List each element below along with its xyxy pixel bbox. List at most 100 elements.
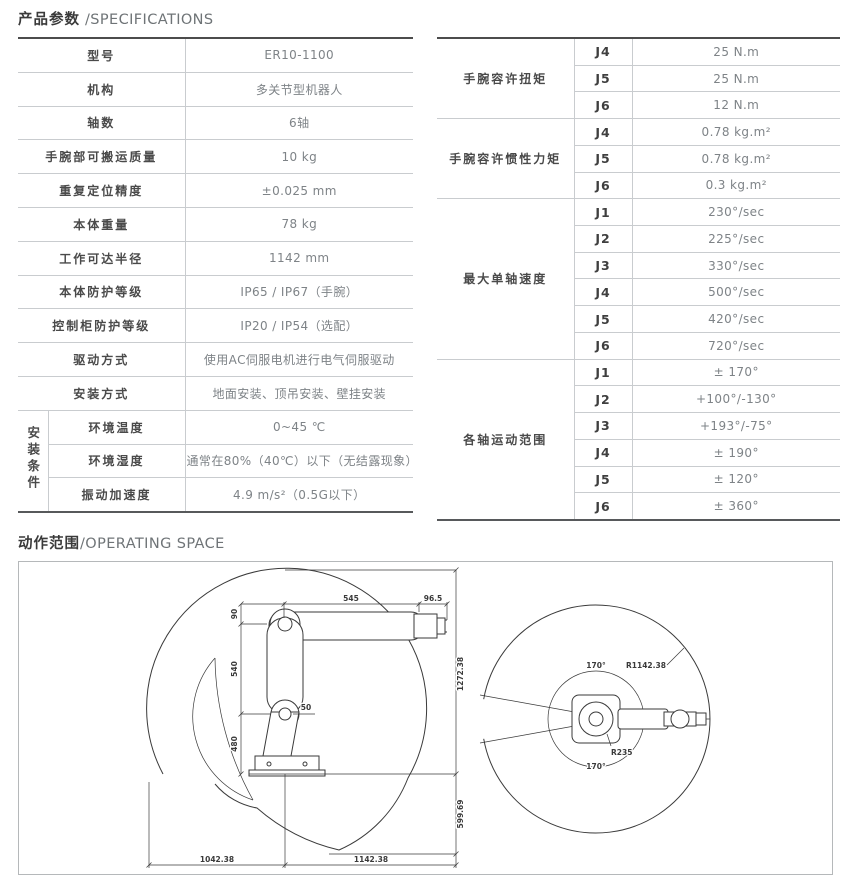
axis-value-cell: 420°/sec	[632, 305, 841, 333]
spec-label-cell: 工作可达半径	[18, 241, 186, 276]
axis-category-cell: 手腕容许扭矩	[437, 38, 575, 120]
table-row: 安装条件 环境温度 0~45 ℃	[18, 410, 414, 513]
top-view-labels: 170° R1142.38 R235 170°	[585, 647, 685, 772]
operating-title-en: /OPERATING SPACE	[80, 535, 225, 552]
top-view-wedge-line-upper	[479, 694, 581, 714]
table-row: J5 420°/sec	[437, 305, 841, 333]
axis-cell: J3	[574, 412, 633, 440]
dim-label-90: 90	[230, 609, 239, 619]
table-row: 型号 ER10-1100	[18, 38, 414, 73]
axis-value-cell: 25 N.m	[632, 38, 841, 66]
table-row: J5 0.78 kg.m²	[437, 145, 841, 173]
table-row: 最大单轴速度 J1 230°/sec	[437, 198, 841, 360]
specifications-section-title: 产品参数 /SPECIFICATIONS	[18, 10, 840, 30]
table-row: 手腕容许扭矩 J4 25 N.m	[437, 38, 841, 120]
axis-value-cell: 0.3 kg.m²	[632, 172, 841, 200]
table-row: J3 330°/sec	[437, 252, 841, 280]
table-row: J2 +100°/-130°	[437, 385, 841, 414]
axis-cell: J2	[574, 225, 633, 253]
table-row: J2 225°/sec	[437, 225, 841, 253]
dim-label-545: 545	[343, 594, 359, 603]
table-row: J6 12 N.m	[437, 91, 841, 120]
top-view-wedge-line-lower	[479, 724, 581, 744]
install-conditions-group-cell: 安装条件	[18, 410, 49, 513]
dim-label-96-5: 96.5	[424, 594, 443, 603]
operating-space-drawing: 545 96.5 90 540 480 50 1272.38 599.69 10…	[146, 567, 711, 868]
radius-label-outer: R1142.38	[626, 661, 666, 670]
spec-label-cell: 本体防护等级	[18, 275, 186, 310]
robot-top-view	[571, 694, 707, 744]
table-row: 环境湿度 通常在80%（40℃）以下（无结露现象）	[18, 444, 414, 479]
spec-value-cell: 4.9 m/s²（0.5G以下）	[185, 477, 414, 513]
axis-cell: J6	[574, 492, 633, 521]
table-row: 振动加速度 4.9 m/s²（0.5G以下）	[18, 477, 414, 513]
operating-space-section-title: 动作范围/OPERATING SPACE	[18, 534, 840, 554]
axis-cell: J3	[574, 252, 633, 280]
angle-label-top: 170°	[586, 661, 606, 670]
specifications-title-en: /SPECIFICATIONS	[80, 12, 214, 28]
table-row: 各轴运动范围 J1 ± 170°	[437, 359, 841, 521]
spec-value-cell: IP20 / IP54（选配）	[185, 308, 414, 344]
dim-label-1042-38: 1042.38	[200, 855, 234, 864]
table-row: 手腕容许惯性力矩 J4 0.78 kg.m²	[437, 118, 841, 200]
dim-label-599-69: 599.69	[456, 799, 465, 828]
axis-value-cell: 230°/sec	[632, 198, 841, 227]
spec-value-cell: 地面安装、顶吊安装、壁挂安装	[185, 376, 414, 411]
axis-category-cell: 各轴运动范围	[437, 359, 575, 521]
axis-cell: J4	[574, 278, 633, 307]
spec-label-cell: 机构	[18, 72, 186, 107]
table-row: J6 0.3 kg.m²	[437, 172, 841, 200]
specifications-title-zh: 产品参数	[18, 12, 80, 28]
side-view: 545 96.5 90 540 480 50 1272.38 599.69 10…	[146, 567, 466, 868]
spec-value-cell: ER10-1100	[185, 38, 414, 73]
axis-specs-table: 手腕容许扭矩 J4 25 N.m J5 25 N.m J6 12 N.m 手腕容…	[437, 37, 841, 521]
axis-value-cell: 330°/sec	[632, 252, 841, 280]
spec-label-cell: 型号	[18, 38, 186, 73]
install-conditions-vertical-label: 安装条件	[25, 426, 41, 493]
table-row: 本体重量 78 kg	[18, 207, 414, 242]
axis-value-cell: 720°/sec	[632, 332, 841, 360]
spec-value-cell: IP65 / IP67（手腕）	[185, 275, 414, 310]
spec-label-cell: 重复定位精度	[18, 173, 186, 208]
table-row: 驱动方式 使用AC伺服电机进行电气伺服驱动	[18, 342, 414, 377]
spec-label-cell: 本体重量	[18, 207, 186, 242]
axis-cell: J4	[574, 38, 633, 66]
dim-label-50: 50	[301, 703, 311, 712]
axis-cell: J5	[574, 305, 633, 333]
axis-cell: J6	[574, 172, 633, 200]
radius-label-inner: R235	[611, 748, 632, 757]
axis-cell: J5	[574, 466, 633, 494]
axis-value-cell: ± 170°	[632, 359, 841, 387]
robot-side-view	[248, 608, 447, 777]
spec-label-cell: 轴数	[18, 106, 186, 141]
axis-value-cell: 25 N.m	[632, 65, 841, 93]
dim-label-1142-38: 1142.38	[354, 855, 388, 864]
spec-label-cell: 驱动方式	[18, 342, 186, 377]
top-view: 170° R1142.38 R235 170°	[479, 604, 711, 834]
spec-value-cell: 6轴	[185, 106, 414, 141]
table-row: J5 25 N.m	[437, 65, 841, 93]
axis-value-cell: 500°/sec	[632, 278, 841, 307]
spec-label-cell: 环境湿度	[48, 444, 186, 479]
table-row: J6 720°/sec	[437, 332, 841, 360]
axis-value-cell: ± 190°	[632, 439, 841, 467]
axis-cell: J5	[574, 145, 633, 173]
dim-label-480: 480	[230, 736, 239, 752]
axis-value-cell: ± 360°	[632, 492, 841, 521]
table-row: 机构 多关节型机器人	[18, 72, 414, 107]
axis-cell: J4	[574, 439, 633, 467]
axis-value-cell: ± 120°	[632, 466, 841, 494]
axis-value-cell: +193°/-75°	[632, 412, 841, 440]
operating-space-panel: 545 96.5 90 540 480 50 1272.38 599.69 10…	[18, 560, 833, 875]
spec-value-cell: ±0.025 mm	[185, 173, 414, 208]
top-view-outer-circle	[483, 604, 711, 834]
axis-cell: J6	[574, 332, 633, 360]
table-row: 重复定位精度 ±0.025 mm	[18, 173, 414, 208]
spec-label-cell: 控制柜防护等级	[18, 308, 186, 344]
spec-label-cell: 环境温度	[48, 410, 186, 445]
axis-cell: J4	[574, 118, 633, 146]
spec-value-cell: 1142 mm	[185, 241, 414, 276]
axis-cell: J1	[574, 198, 633, 227]
spec-value-cell: 10 kg	[185, 139, 414, 175]
